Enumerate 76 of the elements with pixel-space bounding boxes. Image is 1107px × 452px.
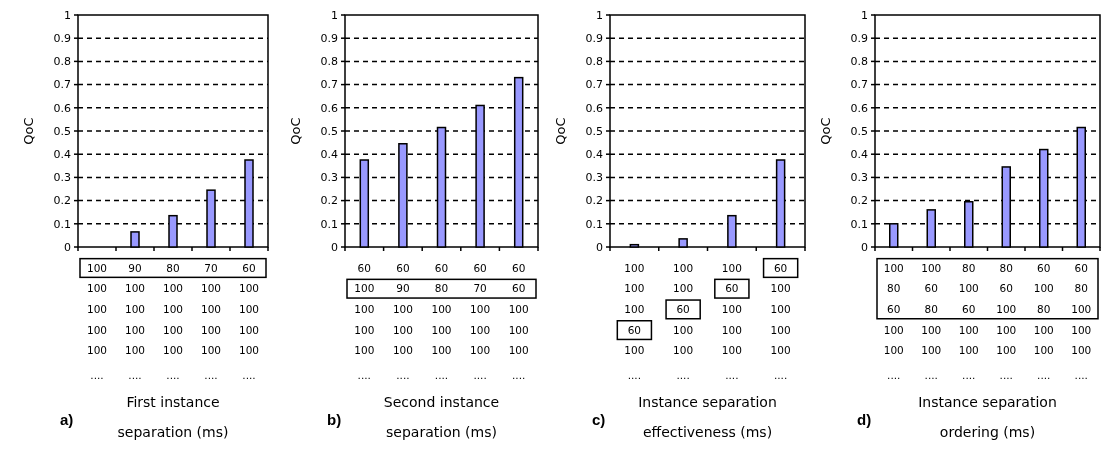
category-label: 70 100 100 100 100 ....	[200, 261, 222, 382]
category-label: 60 70 100 100 100 ....	[470, 261, 491, 382]
y-tick-label: 0.9	[320, 32, 338, 46]
category-label: 60 100 100 100 100 ....	[238, 261, 260, 382]
y-tick-label: 0.8	[53, 55, 71, 69]
text: c)	[592, 411, 606, 428]
category-label: 100 100 60 100 100 ....	[673, 261, 694, 382]
y-tick-label: 0.4	[320, 148, 338, 162]
category-label: 60 80 100 100 100 ....	[1071, 261, 1092, 382]
category-label: 100 100 100 100 100 ....	[86, 261, 108, 382]
category-label: 100 100 100 60 100 ....	[624, 261, 645, 382]
y-tick-label: 0.4	[850, 148, 868, 162]
category-label: 80 100 100 100 100 ....	[162, 261, 184, 382]
y-tick-label: 0.6	[585, 101, 603, 115]
y-tick-label: 0.2	[320, 194, 338, 208]
category-label: 60 90 100 100 100 ....	[392, 261, 413, 382]
y-tick-label: 0.7	[585, 78, 603, 92]
y-tick-label: 0	[64, 240, 71, 254]
y-tick-label: 0.7	[320, 78, 338, 92]
y-tick-label: 0.7	[53, 78, 71, 92]
y-tick-label: 0.3	[585, 171, 603, 185]
x-axis-title: Instance separation effectiveness (ms)	[638, 394, 777, 440]
category-label: 60 60 100 100 100 ....	[508, 261, 529, 382]
y-tick-label: 0.9	[850, 32, 868, 46]
category-label: 100 60 100 100 100 ....	[721, 261, 742, 382]
text: b)	[327, 411, 342, 428]
category-label: 60 100 100 100 100 ....	[354, 261, 375, 382]
category-label: 80 60 100 100 100 ....	[996, 261, 1017, 382]
y-tick-label: 0.6	[850, 101, 868, 115]
y-tick-label: 0.2	[850, 194, 868, 208]
y-tick-label: 0.5	[585, 124, 603, 138]
x-axis-title: First instance separation (ms)	[117, 394, 229, 440]
y-tick-label: 0.5	[320, 124, 338, 138]
y-tick-label: 0.3	[53, 171, 71, 185]
category-label: 60 80 100 100 100 ....	[431, 261, 452, 382]
y-tick-label: 0.1	[53, 217, 71, 231]
y-tick-label: 0.4	[585, 148, 603, 162]
y-tick-label: 0.4	[53, 148, 71, 162]
y-tick-label: 1	[64, 8, 71, 22]
category-label: 90 100 100 100 100 ....	[124, 261, 146, 382]
x-axis-title: Second instance separation (ms)	[383, 394, 500, 440]
category-label: 60 100 100 100 100 ....	[770, 261, 791, 382]
y-tick-label: 0.6	[53, 101, 71, 115]
y-tick-label: 1	[596, 8, 603, 22]
y-tick-label: 0.1	[585, 217, 603, 231]
y-axis-title: QoC	[553, 117, 568, 145]
x-axis-title: Instance separation ordering (ms)	[918, 394, 1057, 440]
y-axis-title: QoC	[288, 117, 303, 145]
y-tick-label: 0	[596, 240, 603, 254]
y-tick-label: 0	[331, 240, 338, 254]
category-label: 100 80 60 100 100 ....	[883, 261, 904, 382]
y-tick-label: 0.9	[585, 32, 603, 46]
y-tick-label: 0.8	[585, 55, 603, 69]
y-tick-label: 0.8	[850, 55, 868, 69]
y-tick-label: 0.9	[53, 32, 71, 46]
y-tick-label: 0.1	[320, 217, 338, 231]
y-tick-label: 1	[861, 8, 868, 22]
y-tick-label: 0.1	[850, 217, 868, 231]
category-label: 60 100 80 100 100 ....	[1033, 261, 1054, 382]
y-axis-title: QoC	[818, 117, 833, 145]
y-tick-label: 0	[861, 240, 868, 254]
text: a)	[60, 411, 74, 428]
y-tick-label: 0.5	[53, 124, 71, 138]
text: d)	[857, 411, 872, 428]
y-axis-title: QoC	[21, 117, 36, 145]
category-label: 80 100 60 100 100 ....	[958, 261, 979, 382]
y-tick-label: 0.7	[850, 78, 868, 92]
category-label: 100 60 80 100 100 ....	[921, 261, 942, 382]
y-tick-label: 0.8	[320, 55, 338, 69]
y-tick-label: 0.6	[320, 101, 338, 115]
y-tick-label: 0.3	[850, 171, 868, 185]
y-tick-label: 0.2	[585, 194, 603, 208]
y-tick-label: 0.3	[320, 171, 338, 185]
y-tick-label: 0.2	[53, 194, 71, 208]
y-tick-label: 1	[331, 8, 338, 22]
y-tick-label: 0.5	[850, 124, 868, 138]
